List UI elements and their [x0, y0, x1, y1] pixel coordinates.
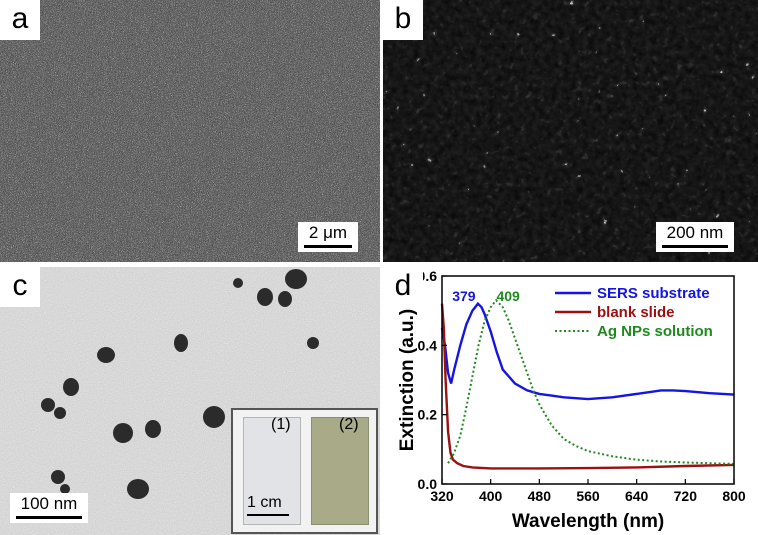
- x-axis-label: Wavelength (nm): [512, 511, 664, 532]
- nanoparticle: [54, 407, 66, 419]
- tem-image-c: c 100 nm (1) (2) 1 cm: [0, 267, 380, 535]
- scale-bar-label-b: 200 nm: [666, 223, 724, 242]
- scale-bar-line-c: [16, 516, 82, 519]
- nanoparticle: [127, 479, 149, 499]
- nanoparticles: [41, 269, 319, 499]
- nanoparticle: [63, 378, 79, 396]
- inset-label-1: (1): [271, 416, 291, 433]
- scale-bar-b: 200 nm: [656, 222, 734, 252]
- scale-bar-a: 2 μm: [298, 222, 358, 252]
- legend-entry-2: Ag NPs solution: [597, 323, 713, 340]
- scale-bar-c: 100 nm: [10, 493, 88, 523]
- sem-image-a: a 2 μm: [0, 0, 380, 262]
- nanoparticle: [41, 398, 55, 412]
- x-tick-label: 320: [430, 488, 454, 504]
- series-line-1: [440, 303, 735, 470]
- x-tick-label: 560: [576, 488, 600, 504]
- panel-label-a: a: [0, 0, 40, 40]
- nanoparticle: [307, 337, 319, 349]
- y-tick-label: 0.0: [418, 476, 438, 492]
- scale-bar-line-a: [304, 245, 352, 248]
- y-axis-label: Extinction (a.u.): [397, 309, 418, 452]
- panel-label-c: c: [0, 267, 40, 307]
- nanoparticle: [97, 347, 115, 363]
- peak-annotation: 379: [452, 288, 476, 304]
- x-tick-label: 480: [528, 488, 552, 504]
- series-line-2: [447, 298, 735, 465]
- x-tick-label: 800: [722, 488, 746, 504]
- nanoparticle: [145, 420, 161, 438]
- inset-photo: (1) (2) 1 cm: [231, 408, 378, 534]
- legend-entry-1: blank slide: [597, 304, 675, 321]
- legend-entry-0: SERS substrate: [597, 285, 710, 302]
- nanoparticle: [278, 291, 292, 307]
- nanoparticle: [203, 406, 225, 428]
- sem-image-b: b 200 nm: [383, 0, 758, 262]
- scale-bar-line-b: [662, 245, 728, 248]
- peak-annotation: 409: [496, 288, 520, 304]
- nanoparticle: [113, 423, 133, 443]
- blank-slide-photo: [243, 417, 301, 525]
- sem-texture-b: [383, 0, 758, 262]
- chart-panel-d: 320 400 480 560 640 720 800 0.0 0.2 0.4 0.6 SERS s…: [383, 267, 758, 535]
- scale-bar-label-c: 100 nm: [20, 494, 78, 513]
- nanoparticle: [233, 278, 243, 288]
- x-tick-label: 640: [625, 488, 649, 504]
- panel-label-d: d: [383, 267, 423, 307]
- plot-frame: [441, 275, 735, 485]
- series-line-0: [440, 301, 735, 401]
- sem-texture-a: [0, 0, 380, 262]
- x-tick-label: 400: [479, 488, 503, 504]
- scale-bar-label-a: 2 μm: [308, 223, 348, 242]
- nanoparticle: [51, 470, 65, 484]
- nanoparticle: [257, 288, 273, 306]
- inset-scale-bar-line: [247, 514, 289, 516]
- inset-label-2: (2): [339, 416, 359, 433]
- sers-substrate-photo: [311, 417, 369, 525]
- nanoparticle: [174, 334, 188, 352]
- nanoparticle: [285, 269, 307, 289]
- nanoparticle: [60, 484, 70, 494]
- panel-label-b: b: [383, 0, 423, 40]
- y-tick-label: 0.2: [418, 407, 438, 423]
- x-tick-label: 720: [674, 488, 698, 504]
- inset-scale-bar-label: 1 cm: [247, 494, 282, 511]
- y-tick-label: 0.4: [418, 337, 438, 353]
